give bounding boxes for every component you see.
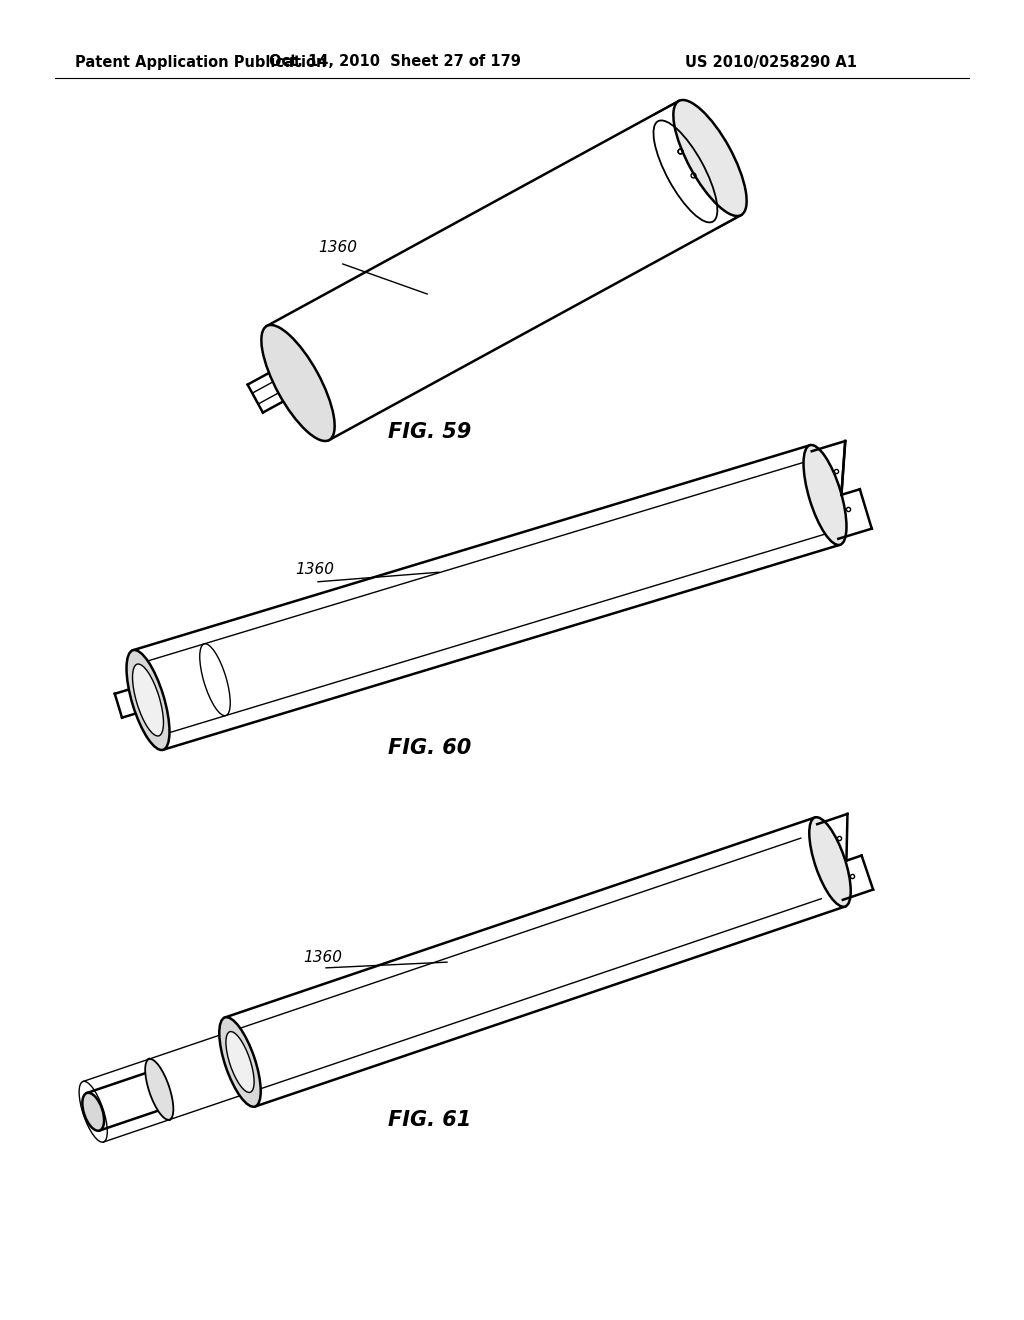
Text: 1360: 1360: [318, 240, 357, 256]
Ellipse shape: [804, 445, 847, 545]
Ellipse shape: [219, 1018, 261, 1106]
Ellipse shape: [132, 664, 164, 737]
Ellipse shape: [674, 100, 746, 216]
Ellipse shape: [82, 1093, 104, 1131]
Text: FIG. 59: FIG. 59: [388, 422, 472, 442]
Text: FIG. 61: FIG. 61: [388, 1110, 472, 1130]
Text: Patent Application Publication: Patent Application Publication: [75, 54, 327, 70]
Ellipse shape: [226, 1031, 254, 1093]
Text: 1360: 1360: [295, 562, 334, 578]
Ellipse shape: [261, 325, 335, 441]
Ellipse shape: [809, 817, 851, 907]
Text: Oct. 14, 2010  Sheet 27 of 179: Oct. 14, 2010 Sheet 27 of 179: [269, 54, 521, 70]
Ellipse shape: [145, 1059, 173, 1119]
Text: FIG. 60: FIG. 60: [388, 738, 472, 758]
Text: 1360: 1360: [303, 950, 342, 965]
Ellipse shape: [127, 649, 170, 750]
Text: US 2010/0258290 A1: US 2010/0258290 A1: [685, 54, 857, 70]
